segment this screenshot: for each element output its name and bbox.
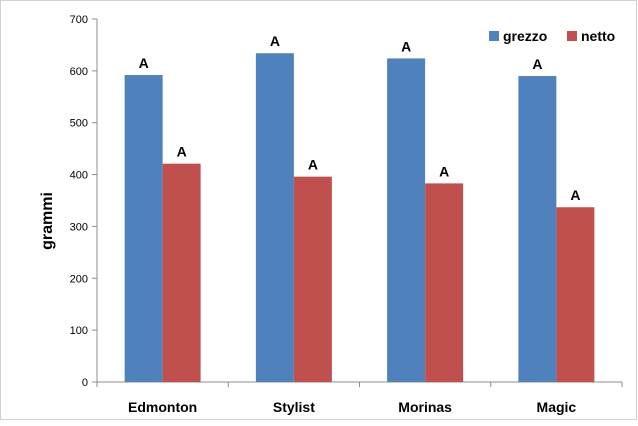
- bar-netto: [162, 163, 201, 382]
- bar-grezzo: [124, 75, 163, 383]
- y-tick-label: 100: [70, 325, 88, 337]
- bar-grezzo: [518, 76, 557, 383]
- x-tick-label: Edmonton: [128, 399, 197, 415]
- y-tick-label: 600: [70, 66, 88, 78]
- bar-significance-label: A: [308, 157, 318, 173]
- bar-significance-label: A: [270, 33, 280, 49]
- plot-area: 0 100 200 300 400 500 600 700 A A Edmonton A A Stylis…: [70, 14, 623, 415]
- bar-significance-label: A: [177, 144, 187, 160]
- y-axis-title: grammi: [39, 192, 56, 250]
- y-tick-label: 500: [70, 118, 88, 130]
- y-tick-label: 700: [70, 14, 88, 26]
- legend-swatch-grezzo: [489, 31, 499, 41]
- bar-significance-label: A: [570, 187, 580, 203]
- bar-significance-label: A: [139, 55, 149, 71]
- x-tick-label: Magic: [537, 399, 577, 415]
- bar-significance-label: A: [532, 56, 542, 72]
- bar-grezzo: [255, 53, 294, 383]
- legend-label-grezzo: grezzo: [503, 28, 547, 44]
- legend: grezzo netto: [489, 28, 615, 44]
- bar-netto: [556, 207, 595, 382]
- bar-significance-label: A: [439, 163, 449, 179]
- bar-netto: [293, 176, 332, 382]
- y-tick-label: 400: [70, 170, 88, 182]
- x-tick-label: Stylist: [273, 399, 315, 415]
- y-tick-label: 200: [70, 273, 88, 285]
- legend-swatch-netto: [567, 31, 577, 41]
- bar-grezzo: [387, 58, 426, 382]
- y-tick-label: 300: [70, 221, 88, 233]
- y-tick-label: 0: [82, 377, 88, 389]
- bar-significance-label: A: [401, 38, 411, 54]
- x-tick-label: Morinas: [398, 399, 452, 415]
- bar-netto: [425, 183, 464, 382]
- legend-label-netto: netto: [581, 28, 615, 44]
